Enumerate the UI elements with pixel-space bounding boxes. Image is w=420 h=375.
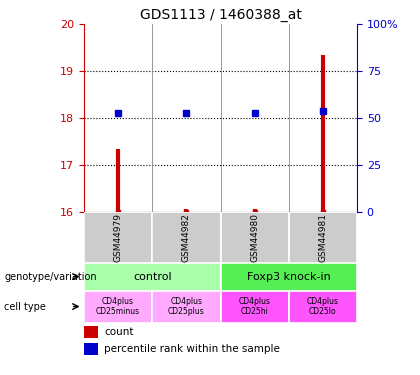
Bar bbox=[84, 262, 220, 291]
Text: CD4plus
CD25plus: CD4plus CD25plus bbox=[168, 297, 205, 316]
Bar bbox=[84, 326, 98, 338]
Text: CD4plus
CD25minus: CD4plus CD25minus bbox=[96, 297, 140, 316]
Text: cell type: cell type bbox=[4, 302, 46, 312]
Text: genotype/variation: genotype/variation bbox=[4, 272, 97, 282]
Bar bbox=[289, 212, 357, 262]
Text: percentile rank within the sample: percentile rank within the sample bbox=[105, 344, 281, 354]
Text: control: control bbox=[133, 272, 171, 282]
Bar bbox=[220, 262, 357, 291]
Text: GSM44981: GSM44981 bbox=[318, 213, 327, 262]
Bar bbox=[84, 343, 98, 355]
Bar bbox=[84, 291, 152, 322]
Text: Foxp3 knock-in: Foxp3 knock-in bbox=[247, 272, 331, 282]
Text: GSM44980: GSM44980 bbox=[250, 213, 259, 262]
Text: CD4plus
CD25hi: CD4plus CD25hi bbox=[239, 297, 270, 316]
Bar bbox=[220, 212, 289, 262]
Bar bbox=[152, 212, 221, 262]
Bar bbox=[220, 291, 289, 322]
Bar bbox=[152, 291, 221, 322]
Text: GSM44982: GSM44982 bbox=[182, 213, 191, 262]
Bar bbox=[289, 291, 357, 322]
Title: GDS1113 / 1460388_at: GDS1113 / 1460388_at bbox=[139, 8, 302, 22]
Text: CD4plus
CD25lo: CD4plus CD25lo bbox=[307, 297, 339, 316]
Text: GSM44979: GSM44979 bbox=[114, 213, 123, 262]
Bar bbox=[84, 212, 152, 262]
Text: count: count bbox=[105, 327, 134, 337]
